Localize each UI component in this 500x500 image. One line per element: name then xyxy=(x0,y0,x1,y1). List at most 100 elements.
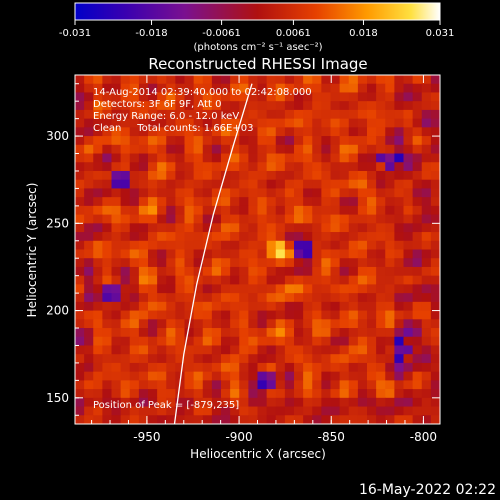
heatmap-cell xyxy=(357,258,368,268)
heatmap-cell xyxy=(148,345,158,355)
heatmap-cell xyxy=(221,354,231,364)
heatmap-cell xyxy=(120,101,131,111)
heatmap-cell xyxy=(403,118,414,128)
heatmap-cell xyxy=(266,319,277,329)
heatmap-cell xyxy=(376,319,386,329)
heatmap-cell xyxy=(294,188,304,198)
heatmap-cell xyxy=(93,197,103,207)
heatmap-cell xyxy=(284,328,295,338)
heatmap-cell xyxy=(376,83,386,93)
heatmap-cell xyxy=(138,319,149,329)
heatmap-cell xyxy=(75,380,85,390)
heatmap-cell xyxy=(275,258,286,268)
heatmap-cell xyxy=(166,179,176,189)
heatmap-cell xyxy=(421,205,432,216)
heatmap-cell xyxy=(230,258,240,268)
heatmap-cell xyxy=(148,354,158,364)
heatmap-cell xyxy=(321,179,331,189)
heatmap-cell xyxy=(412,223,423,233)
heatmap-cell xyxy=(312,197,322,207)
annotation-clean-counts: Clean Total counts: 1.66E+03 xyxy=(93,123,253,134)
heatmap-cell xyxy=(120,205,131,216)
heatmap-cell xyxy=(257,345,268,355)
heatmap-cell xyxy=(120,319,131,329)
heatmap-cell xyxy=(339,301,350,311)
heatmap-cell xyxy=(284,415,295,424)
heatmap-cell xyxy=(394,214,404,224)
heatmap-cell xyxy=(175,362,185,373)
heatmap-cell xyxy=(376,109,386,120)
heatmap-cell xyxy=(321,362,331,373)
heatmap-cell xyxy=(376,275,386,285)
heatmap-cell xyxy=(148,136,158,146)
heatmap-cell xyxy=(421,75,432,85)
heatmap-cell xyxy=(230,197,240,207)
colorbar xyxy=(74,2,441,21)
heatmap-cell xyxy=(84,371,94,381)
heatmap-cell xyxy=(367,345,377,355)
heatmap-cell xyxy=(403,284,414,294)
heatmap-cell xyxy=(430,153,440,163)
heatmap-cell xyxy=(284,109,295,120)
heatmap-cell xyxy=(266,266,277,277)
heatmap-cell xyxy=(138,75,149,85)
heatmap-cell xyxy=(93,397,103,407)
heatmap-cell xyxy=(93,371,103,381)
heatmap-cell xyxy=(239,240,249,250)
heatmap-cell xyxy=(257,205,268,216)
heatmap-cell xyxy=(348,75,359,85)
heatmap-cell xyxy=(157,406,167,416)
heatmap-cell xyxy=(339,354,350,364)
heatmap-cell xyxy=(157,389,167,399)
heatmap-cell xyxy=(166,188,176,198)
heatmap-cell xyxy=(157,362,167,373)
heatmap-cell xyxy=(166,162,176,172)
heatmap-cell xyxy=(385,406,395,416)
heatmap-cell xyxy=(221,232,231,242)
heatmap-cell xyxy=(403,319,414,329)
heatmap-cell xyxy=(303,328,313,338)
heatmap-cell xyxy=(148,301,158,311)
heatmap-cell xyxy=(403,109,414,120)
heatmap-cell xyxy=(330,380,341,390)
heatmap-cell xyxy=(303,170,313,181)
heatmap-cell xyxy=(367,397,377,407)
heatmap-cell xyxy=(129,109,140,120)
heatmap-cell xyxy=(84,293,94,303)
heatmap-cell xyxy=(102,345,112,355)
heatmap-cell xyxy=(230,345,240,355)
heatmap-cell xyxy=(184,179,195,189)
heatmap-cell xyxy=(84,336,94,346)
heatmap-cell xyxy=(330,136,341,146)
heatmap-cell xyxy=(230,328,240,338)
heatmap-cell xyxy=(294,144,304,154)
heatmap-cell xyxy=(184,136,195,146)
heatmap-cell xyxy=(93,319,103,329)
heatmap-cell xyxy=(148,205,158,216)
heatmap-cell xyxy=(211,310,222,320)
heatmap-cell xyxy=(239,127,249,137)
heatmap-cell xyxy=(421,336,432,346)
heatmap-cell xyxy=(330,406,341,416)
heatmap-cell xyxy=(138,197,149,207)
heatmap-cell xyxy=(303,75,313,85)
heatmap-cell xyxy=(129,345,140,355)
heatmap-cell xyxy=(211,406,222,416)
heatmap-cell xyxy=(348,354,359,364)
heatmap-cell xyxy=(284,319,295,329)
heatmap-cell xyxy=(376,249,386,259)
heatmap-cell xyxy=(348,101,359,111)
heatmap-cell xyxy=(367,179,377,189)
heatmap-cell xyxy=(129,118,140,128)
heatmap-cell xyxy=(202,319,213,329)
heatmap-cell xyxy=(239,380,249,390)
heatmap-cell xyxy=(257,118,268,128)
heatmap-cell xyxy=(403,136,414,146)
heatmap-cell xyxy=(376,371,386,381)
heatmap-cell xyxy=(376,153,386,163)
heatmap-cell xyxy=(367,266,377,277)
heatmap-cell xyxy=(138,188,149,198)
heatmap-cell xyxy=(257,83,268,93)
heatmap-cell xyxy=(202,284,213,294)
y-tick-label: 300 xyxy=(46,129,69,143)
